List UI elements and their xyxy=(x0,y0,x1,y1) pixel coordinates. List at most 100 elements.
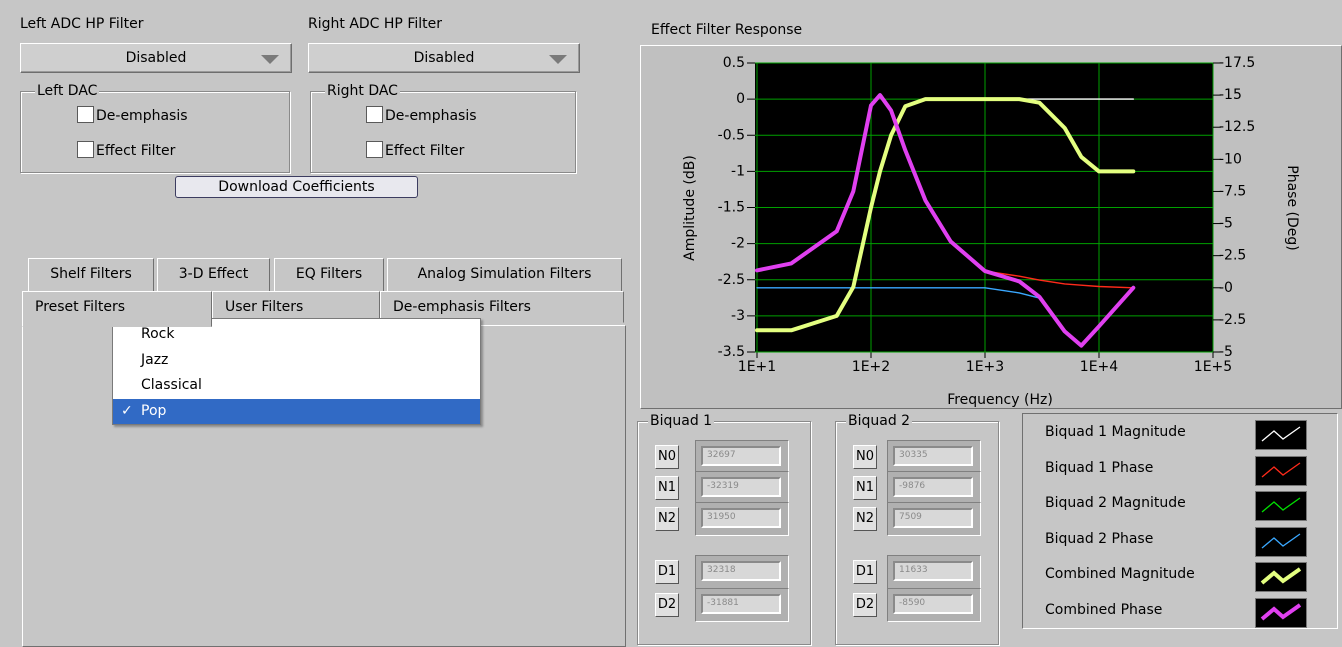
y2-tick-label: -2.5 xyxy=(1219,248,1246,264)
y-tick-label: -3.5 xyxy=(718,344,745,360)
popup-menu: Rock Jazz Classical ✓ Pop xyxy=(112,318,481,425)
coefficient-value[interactable]: -31881 xyxy=(701,594,781,614)
check-mark: ✓ xyxy=(121,402,133,419)
group-title: Biquad 2 xyxy=(846,413,913,429)
y2-tick-label: -15 xyxy=(1219,87,1242,103)
group-box: Biquad 2 N0 30335 N1 -9876 N2 7509 D1 11633 D2 -85… xyxy=(835,413,999,645)
legend-swatch xyxy=(1255,491,1307,521)
coefficient-name: D1 xyxy=(655,560,679,584)
menu-item-label: Jazz xyxy=(141,351,169,368)
y2-tick-label: -5 xyxy=(1219,344,1233,360)
y2-tick-label: -7.5 xyxy=(1219,183,1246,199)
x-axis-label: Frequency (Hz) xyxy=(947,392,1053,408)
box xyxy=(366,106,383,123)
menu-item[interactable]: Classical xyxy=(113,373,480,399)
coefficient-value[interactable]: -8590 xyxy=(893,594,973,614)
x-tick-label: 1E+2 xyxy=(852,359,890,375)
series-line xyxy=(755,93,1136,348)
checkbox[interactable]: De-emphasis xyxy=(366,106,477,125)
tab[interactable]: Analog Simulation Filters xyxy=(387,258,622,292)
checkbox[interactable]: Effect Filter xyxy=(77,141,175,160)
menu-item-label: Rock xyxy=(141,326,175,342)
dropdown-value: Disabled xyxy=(413,50,475,66)
y2-tick-label: -0 xyxy=(1219,280,1233,296)
coefficient-name: N0 xyxy=(655,445,679,469)
box xyxy=(366,141,383,158)
checkbox-label: Effect Filter xyxy=(96,143,176,159)
tab[interactable]: De-emphasis Filters xyxy=(380,291,624,323)
checkbox-label: De-emphasis xyxy=(96,108,188,124)
menu-item[interactable]: Jazz xyxy=(113,348,480,374)
coefficient-name: N1 xyxy=(655,476,679,500)
box xyxy=(77,141,94,158)
menu-item[interactable]: ✓ Pop xyxy=(113,398,480,424)
y2-tick-label: -2.5 xyxy=(1219,312,1246,328)
y-tick-label: -2 xyxy=(731,236,745,252)
legend: Biquad 1 Magnitude Biquad 1 Phase Biquad 2… xyxy=(1022,413,1338,629)
dropdown[interactable]: Disabled xyxy=(308,43,580,73)
chart-title: Effect Filter Response xyxy=(651,22,803,38)
tab[interactable]: Preset Filters xyxy=(22,291,212,327)
tab[interactable]: EQ Filters xyxy=(274,258,384,292)
coefficient-value[interactable]: -9876 xyxy=(893,477,973,497)
dropdown-value: Disabled xyxy=(125,50,187,66)
checkbox[interactable]: De-emphasis xyxy=(77,106,188,125)
coefficient-value[interactable]: 32318 xyxy=(701,561,781,581)
arrow xyxy=(261,55,279,64)
tab[interactable]: Shelf Filters xyxy=(28,258,154,292)
coefficient-value[interactable]: -32319 xyxy=(701,477,781,497)
legend-swatch xyxy=(1255,455,1307,486)
menu-item-label: Pop xyxy=(141,402,167,419)
y-tick-label: -0.5 xyxy=(718,127,745,143)
group-box: Right DAC De-emphasis Effect Filter xyxy=(310,83,576,173)
legend-label: Combined Phase xyxy=(1045,601,1163,618)
group-box: Left DAC De-emphasis Effect Filter xyxy=(20,83,290,173)
group-title: Right DAC xyxy=(325,83,400,99)
checkbox-label: Effect Filter xyxy=(385,143,465,159)
coefficient-value[interactable]: 11633 xyxy=(893,561,973,581)
coefficient-value[interactable]: 31950 xyxy=(701,508,781,528)
coefficient-value[interactable]: 30335 xyxy=(893,446,973,466)
group-title: Biquad 1 xyxy=(648,413,715,429)
legend-icon xyxy=(1260,567,1302,585)
x-tick-label: 1E+1 xyxy=(738,359,776,375)
menu-item-label: Classical xyxy=(141,377,202,393)
label: Right ADC HP Filter xyxy=(308,16,442,32)
coefficient-name: N0 xyxy=(853,445,877,469)
coefficient-name: N2 xyxy=(655,507,679,531)
chart: Frequency (Hz) Amplitude (dB) Phase (Deg… xyxy=(682,55,1300,408)
y2-tick-label: -12.5 xyxy=(1219,119,1255,135)
box xyxy=(77,106,94,123)
legend-label: Biquad 2 Magnitude xyxy=(1045,495,1186,511)
y-tick-label: 0 xyxy=(736,91,745,107)
coefficient-value[interactable]: 7509 xyxy=(893,508,973,528)
tab[interactable]: 3-D Effect xyxy=(157,258,270,292)
series-line xyxy=(755,97,1136,333)
legend-label: Biquad 1 Magnitude xyxy=(1045,424,1186,440)
coefficient-value[interactable]: 32697 xyxy=(701,446,781,466)
arrow xyxy=(549,55,567,64)
group-box: Biquad 1 N0 32697 N1 -32319 N2 31950 D1 32318 D2 -… xyxy=(637,413,811,645)
y-tick-label: -3 xyxy=(731,308,745,324)
legend-label: Combined Magnitude xyxy=(1045,566,1195,582)
y-tick-label: 0.5 xyxy=(723,55,745,71)
y-tick-label: -1.5 xyxy=(718,200,745,216)
legend-icon xyxy=(1261,461,1301,477)
y2-tick-label: -10 xyxy=(1219,151,1242,167)
checkbox[interactable]: Effect Filter xyxy=(366,141,464,160)
legend-icon xyxy=(1261,532,1301,548)
legend-label: Biquad 1 Phase xyxy=(1045,459,1154,476)
legend-swatch xyxy=(1255,597,1307,628)
legend-swatch xyxy=(1255,526,1307,557)
button[interactable]: Download Coefficients xyxy=(175,176,418,198)
checkbox-label: De-emphasis xyxy=(385,108,477,124)
y-axis-label: Amplitude (dB) xyxy=(682,155,698,261)
y-tick-label: -2.5 xyxy=(718,272,745,288)
tab[interactable]: User Filters xyxy=(212,291,380,323)
menu-item[interactable]: Rock xyxy=(113,322,480,348)
x-tick-label: 1E+3 xyxy=(966,359,1004,375)
dropdown[interactable]: Disabled xyxy=(20,43,292,73)
legend-label: Biquad 2 Phase xyxy=(1045,530,1154,547)
group-title: Left DAC xyxy=(35,83,100,99)
